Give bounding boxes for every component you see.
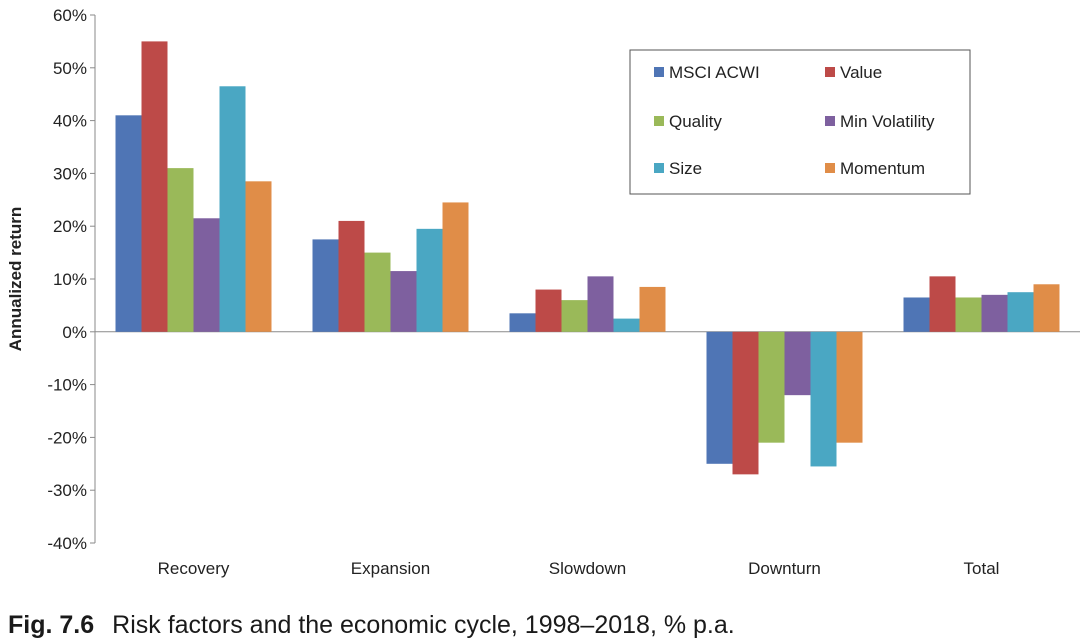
bar-min-volatility-expansion [390, 271, 417, 332]
bar-msci-acwi-total [903, 297, 930, 332]
bar-size-recovery [219, 86, 246, 332]
bar-momentum-slowdown [639, 286, 666, 332]
bar-value-slowdown [535, 289, 562, 332]
legend-swatch [825, 116, 835, 126]
y-tick-label: 10% [53, 270, 87, 289]
bar-quality-slowdown [561, 300, 588, 332]
y-tick-label: 40% [53, 112, 87, 131]
legend-box [629, 49, 971, 195]
category-label: Downturn [748, 559, 821, 578]
bar-quality-total [955, 297, 982, 332]
bar-min-volatility-slowdown [587, 276, 614, 332]
figure-number: Fig. 7.6 [8, 611, 95, 639]
y-tick-label: 30% [53, 164, 87, 183]
category-label: Expansion [351, 559, 430, 578]
y-tick-label: 0% [62, 323, 87, 342]
bar-value-expansion [338, 220, 365, 332]
y-tick-label: -40% [47, 534, 87, 553]
bar-msci-acwi-slowdown [509, 313, 536, 332]
bar-momentum-expansion [442, 202, 469, 332]
y-tick-labels: 60% 50% 40% 30% 20% 10% 0% -10% -20% -30% -40% [47, 6, 95, 553]
legend-swatch [825, 163, 835, 173]
legend-label: Min Volatility [840, 112, 935, 131]
caption-text: Risk factors and the economic cycle, 199… [112, 611, 735, 639]
legend-label: Value [840, 63, 882, 82]
bar-quality-downturn [758, 331, 785, 443]
legend-swatch [654, 116, 664, 126]
bar-momentum-recovery [245, 181, 272, 332]
bar-min-volatility-total [981, 294, 1008, 332]
bar-momentum-downturn [836, 331, 863, 443]
category-label: Total [964, 559, 1000, 578]
y-tick-label: -30% [47, 481, 87, 500]
y-tick-label: 20% [53, 217, 87, 236]
bar-min-volatility-downturn [784, 331, 811, 396]
category-labels: Recovery Expansion Slowdown Downturn Total [158, 559, 1000, 578]
y-tick-label: 60% [53, 6, 87, 25]
bar-min-volatility-recovery [193, 218, 220, 332]
legend-swatch [654, 67, 664, 77]
bar-msci-acwi-expansion [312, 239, 339, 332]
legend-swatch [825, 67, 835, 77]
y-axis-title: Annualized return [6, 207, 25, 352]
legend: MSCI ACWI Value Quality Min Volatility Size M… [629, 49, 971, 195]
bar-size-slowdown [613, 318, 640, 332]
bar-value-total [929, 276, 956, 332]
legend-label: Momentum [840, 159, 925, 178]
bar-value-recovery [141, 41, 168, 332]
legend-label: MSCI ACWI [669, 63, 760, 82]
legend-swatch [654, 163, 664, 173]
category-label: Slowdown [549, 559, 627, 578]
legend-label: Quality [669, 112, 722, 131]
bar-size-expansion [416, 228, 443, 332]
bar-msci-acwi-recovery [115, 115, 142, 332]
bar-momentum-total [1033, 284, 1060, 332]
category-label: Recovery [158, 559, 230, 578]
bar-msci-acwi-downturn [706, 331, 733, 464]
y-tick-label: -20% [47, 428, 87, 447]
bar-size-total [1007, 292, 1034, 332]
bar-quality-recovery [167, 168, 194, 332]
bar-size-downturn [810, 331, 837, 467]
y-tick-label: -10% [47, 376, 87, 395]
bar-quality-expansion [364, 252, 391, 332]
bar-value-downturn [732, 331, 759, 475]
y-tick-label: 50% [53, 59, 87, 78]
bar-chart: 60% 50% 40% 30% 20% 10% 0% -10% -20% -30% -40% Rec… [6, 6, 1080, 578]
figure-caption: Fig. 7.6 Risk factors and the economic cy… [8, 611, 735, 640]
bars [115, 41, 1060, 475]
legend-label: Size [669, 159, 702, 178]
